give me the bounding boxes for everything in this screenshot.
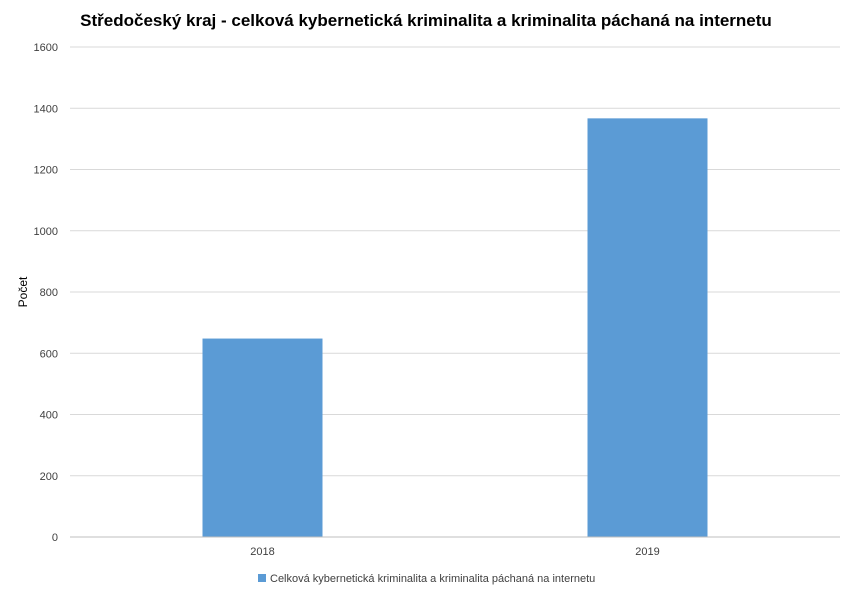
bars [202,118,708,537]
y-tick-label: 200 [40,471,58,483]
y-tick-label: 1400 [34,103,58,115]
gridlines [70,46,840,477]
x-tick-labels: 2018 2019 [250,546,659,558]
y-tick-label: 0 [52,532,58,544]
bar-2018 [202,338,323,537]
y-tick-label: 1000 [34,226,58,238]
y-axis-label: Počet [16,276,30,307]
y-tick-labels: 0 200 400 600 800 1000 1200 1400 1600 [34,42,58,544]
y-tick-label: 800 [40,287,58,299]
legend-label: Celková kybernetická kriminalita a krimi… [270,573,595,585]
x-tick-label: 2018 [250,546,274,558]
chart-title: Středočeský kraj - celková kybernetická … [80,11,772,30]
x-tick-label: 2019 [635,546,659,558]
bar-2019 [587,118,708,537]
y-tick-label: 600 [40,348,58,360]
y-tick-label: 1200 [34,165,58,177]
legend: Celková kybernetická kriminalita a krimi… [258,573,595,585]
legend-swatch [258,574,266,582]
y-tick-label: 1600 [34,42,58,54]
y-tick-label: 400 [40,410,58,422]
